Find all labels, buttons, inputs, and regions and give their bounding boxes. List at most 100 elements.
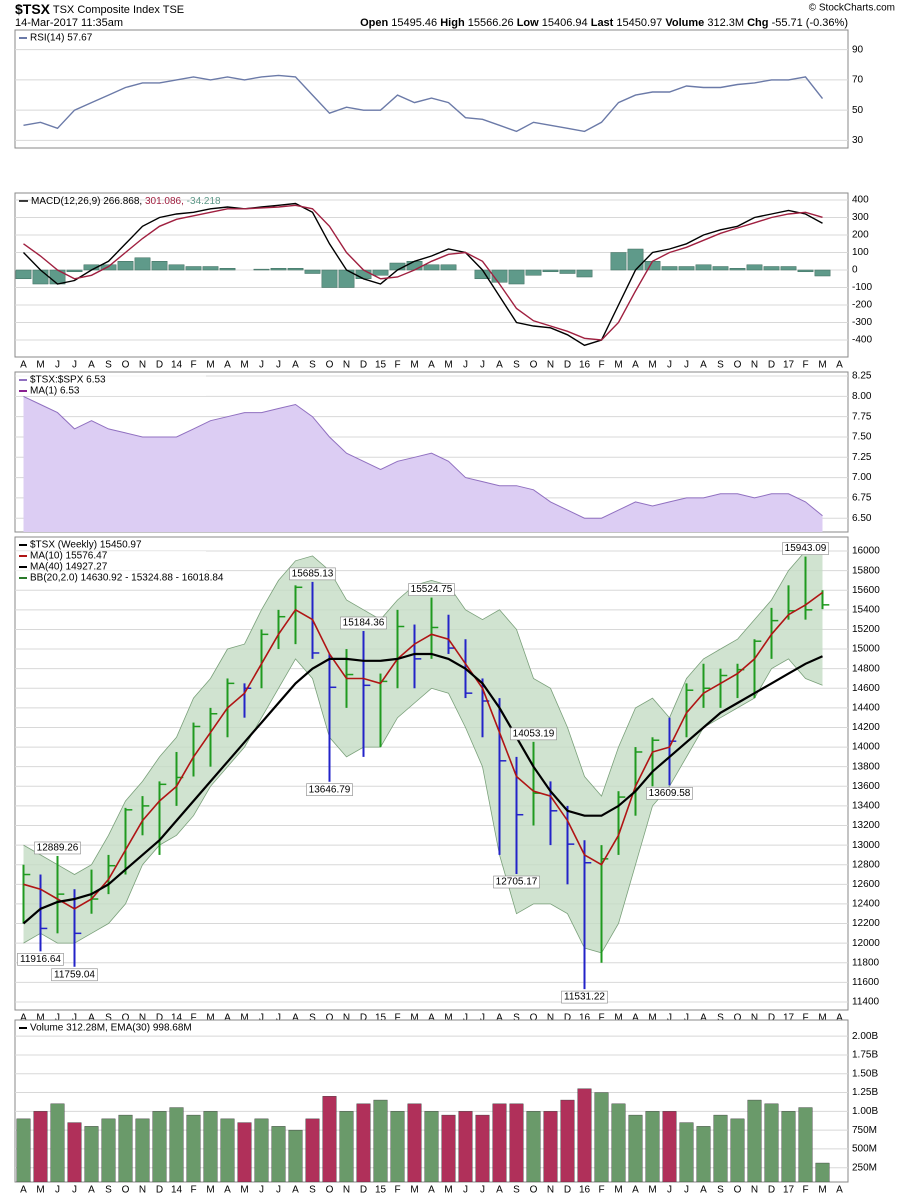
x-tick-label: F <box>802 1185 808 1196</box>
y-tick-label: 7.75 <box>852 411 872 422</box>
x-tick-label: O <box>530 1013 538 1024</box>
ratio-area <box>23 396 823 532</box>
histogram-bar <box>372 269 389 276</box>
moving-average <box>23 591 823 910</box>
x-tick-label: M <box>648 360 656 371</box>
x-tick-label: A <box>428 360 435 371</box>
y-tick-label: 16000 <box>852 546 880 557</box>
histogram-bar <box>559 269 576 274</box>
x-tick-label: J <box>72 1185 77 1196</box>
histogram-bar <box>168 264 185 271</box>
y-tick-label: 12800 <box>852 859 880 870</box>
annotation-box <box>510 727 557 741</box>
x-tick-label: S <box>513 1185 520 1196</box>
y-tick-label: 1.25B <box>852 1087 878 1098</box>
x-tick-label: D <box>156 1013 163 1024</box>
x-tick-label: S <box>717 1013 724 1024</box>
volume-bar <box>322 1096 337 1182</box>
histogram-bar <box>440 264 457 271</box>
histogram-bar <box>219 268 236 271</box>
x-tick-label: M <box>240 1013 248 1024</box>
x-tick-label: J <box>667 1013 672 1024</box>
histogram-bar <box>304 269 321 274</box>
histogram-bar <box>610 252 627 271</box>
bollinger-lower <box>23 658 823 954</box>
x-tick-label: F <box>802 1013 808 1024</box>
series-line <box>23 74 824 133</box>
x-tick-label: D <box>768 1013 775 1024</box>
x-tick-label: M <box>36 1013 44 1024</box>
histogram-bar <box>32 269 49 285</box>
x-tick-label: J <box>667 1185 672 1196</box>
x-tick-label: M <box>36 360 44 371</box>
y-tick-label: 500M <box>852 1144 877 1155</box>
y-tick-label: 12000 <box>852 938 880 949</box>
histogram-bar <box>185 266 202 271</box>
x-tick-label: A <box>292 1185 299 1196</box>
x-tick-label: J <box>55 1185 60 1196</box>
volume-bar <box>458 1111 473 1182</box>
y-tick-label: 12200 <box>852 918 880 929</box>
x-tick-label: J <box>463 1185 468 1196</box>
y-tick-label: 750M <box>852 1125 877 1136</box>
x-tick-label: M <box>410 1013 418 1024</box>
x-tick-label: D <box>360 1013 367 1024</box>
x-tick-label: A <box>224 1185 231 1196</box>
quote-label: Volume <box>665 17 704 29</box>
volume-bar <box>254 1118 269 1182</box>
annotation-box <box>306 783 353 797</box>
x-tick-label: A <box>632 360 639 371</box>
y-tick-label: 0 <box>852 265 858 276</box>
y-tick-label: 70 <box>852 75 864 86</box>
x-tick-label: D <box>768 1185 775 1196</box>
x-tick-label: 16 <box>579 1185 591 1196</box>
volume-bar <box>628 1114 643 1182</box>
x-tick-label: A <box>700 360 707 371</box>
x-tick-label: S <box>513 360 520 371</box>
x-tick-label: O <box>122 360 130 371</box>
x-tick-label: D <box>156 360 163 371</box>
plot-area <box>15 199 848 347</box>
x-tick-label: A <box>224 360 231 371</box>
x-tick-label: F <box>394 360 400 371</box>
x-tick-label: A <box>20 1185 27 1196</box>
x-tick-label: M <box>206 1185 214 1196</box>
x-tick-label: O <box>734 360 742 371</box>
annotation: 15943.09 <box>785 543 827 554</box>
volume-bar <box>135 1118 150 1182</box>
x-tick-label: M <box>410 360 418 371</box>
volume-bar <box>118 1114 133 1182</box>
y-tick-label: 1.00B <box>852 1106 878 1117</box>
legend-entry: Volume 312.28M, EMA(30) 998.68M <box>30 1023 192 1034</box>
x-tick-label: F <box>394 1013 400 1024</box>
annotation: 11531.22 <box>564 992 605 1003</box>
y-tick-label: 400 <box>852 195 869 206</box>
legend-entry: $TSX:$SPX 6.53 <box>30 375 106 386</box>
volume-bar <box>16 1118 31 1182</box>
quote-label: Low <box>517 17 539 29</box>
legend-entry: $TSX (Weekly) 15450.97 <box>30 540 142 551</box>
x-tick-label: 15 <box>375 1185 387 1196</box>
histogram-bar <box>746 264 763 271</box>
x-tick-label: A <box>428 1013 435 1024</box>
ratio-line <box>23 395 823 519</box>
x-tick-label: J <box>480 360 485 371</box>
annotation: 15184.36 <box>343 618 385 629</box>
histogram-bar <box>66 269 83 273</box>
quote-value: 15406.94 <box>542 17 588 29</box>
histogram-bar <box>797 269 814 273</box>
volume-bar <box>203 1111 218 1182</box>
x-tick-label: D <box>768 360 775 371</box>
y-tick-label: 13000 <box>852 840 880 851</box>
histogram-bar <box>355 269 372 280</box>
volume-bar <box>492 1103 507 1182</box>
x-tick-label: M <box>818 360 826 371</box>
annotation-box <box>782 542 829 555</box>
volume-bar <box>237 1122 252 1182</box>
histogram-bar <box>508 269 525 285</box>
volume-bar <box>441 1114 456 1182</box>
plot-area <box>15 548 848 1003</box>
histogram-bar <box>695 264 712 271</box>
y-tick-label: 12400 <box>852 899 880 910</box>
x-tick-label: 14 <box>171 1013 183 1024</box>
